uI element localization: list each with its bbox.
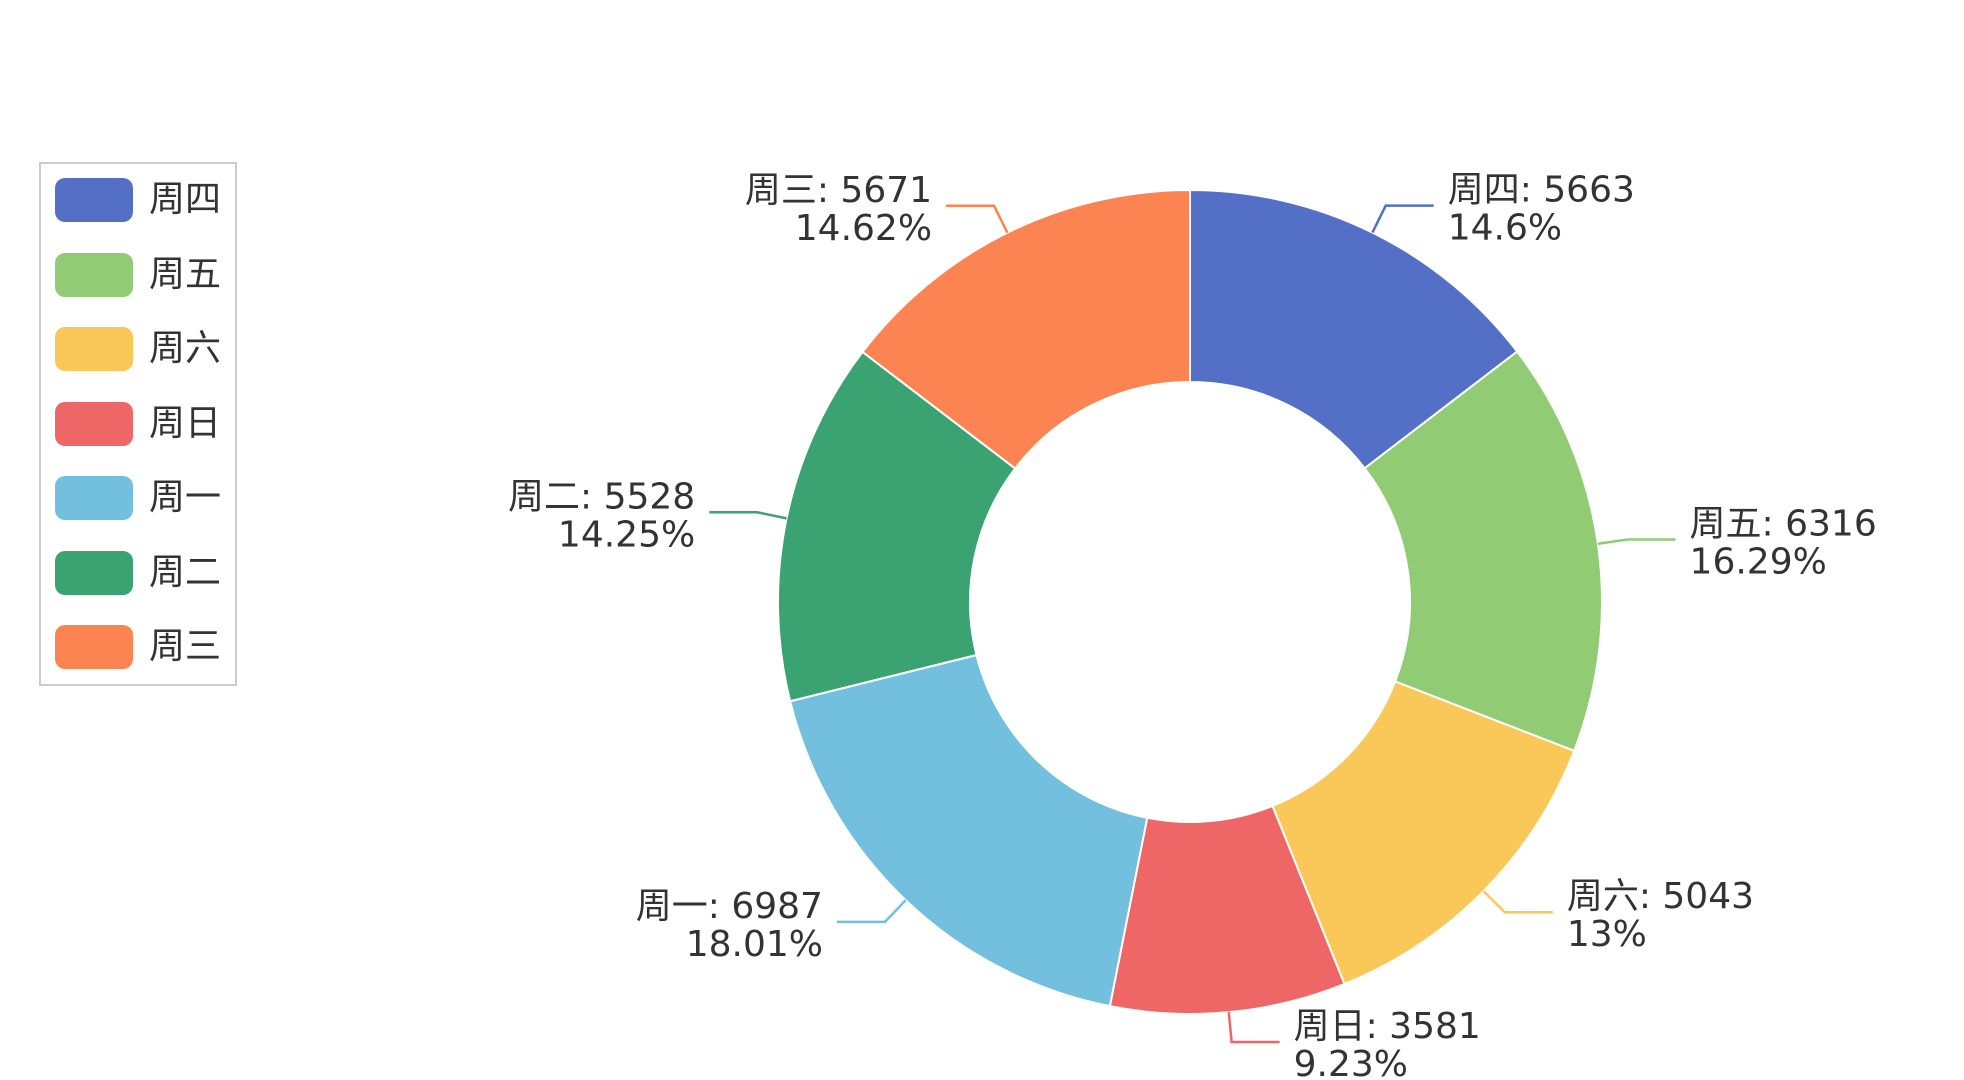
legend-label: 周日 <box>149 402 222 444</box>
legend-item-3[interactable]: 周日 <box>55 401 222 446</box>
legend-item-5[interactable]: 周二 <box>55 550 222 595</box>
slice-2[interactable] <box>1271 680 1576 986</box>
slice-0[interactable] <box>1189 188 1519 470</box>
leader-line-2 <box>1482 890 1553 914</box>
leader-line-3 <box>1227 1012 1280 1044</box>
slice-label-6: 周三: 5671 <box>745 170 932 211</box>
legend-item-1[interactable]: 周五 <box>55 252 222 297</box>
legend-label: 周一 <box>149 477 222 518</box>
legend-swatch <box>55 476 133 520</box>
legend-swatch <box>55 550 133 595</box>
slice-5[interactable] <box>777 350 1017 703</box>
slice-label-4: 周一: 6987 <box>636 886 823 927</box>
legend: 周四周五周六周日周一周二周三 <box>39 162 237 686</box>
slice-label-2: 周六: 5043 <box>1567 876 1754 917</box>
slice-label-3: 周日: 3581 <box>1294 1006 1481 1047</box>
slice-1[interactable] <box>1363 350 1604 753</box>
legend-item-2[interactable]: 周六 <box>55 327 221 371</box>
slice-label-1: 周五: 6316 <box>1690 503 1877 544</box>
slice-percent-6: 14.62% <box>795 208 932 249</box>
slice-4[interactable] <box>788 653 1149 1008</box>
legend-label: 周二 <box>149 551 222 593</box>
slice-6[interactable] <box>861 188 1191 470</box>
slice-percent-3: 9.23% <box>1294 1044 1408 1080</box>
slice-percent-5: 14.25% <box>558 514 695 555</box>
legend-label: 周四 <box>149 179 222 220</box>
legend-label: 周六 <box>149 328 222 369</box>
legend-item-6[interactable]: 周三 <box>55 625 221 669</box>
legend-swatch <box>55 625 133 669</box>
legend-swatch <box>55 401 133 446</box>
legend-swatch <box>55 178 133 222</box>
legend-swatch <box>55 327 133 371</box>
slice-percent-0: 14.6% <box>1448 208 1562 249</box>
legend-swatch <box>55 252 133 297</box>
legend-label: 周三 <box>149 626 222 667</box>
legend-item-4[interactable]: 周一 <box>55 476 221 520</box>
legend-item-0[interactable]: 周四 <box>55 178 221 222</box>
leader-line-5 <box>709 511 787 520</box>
leader-line-0 <box>1371 204 1434 234</box>
slice-percent-4: 18.01% <box>686 924 823 965</box>
slice-label-0: 周四: 5663 <box>1448 170 1635 211</box>
leader-line-4 <box>836 899 907 924</box>
leader-line-6 <box>946 204 1009 234</box>
slice-label-5: 周二: 5528 <box>508 476 695 517</box>
slice-percent-1: 16.29% <box>1690 541 1827 582</box>
slice-percent-2: 13% <box>1567 914 1647 955</box>
legend-label: 周五 <box>149 253 222 295</box>
leader-line-1 <box>1597 538 1676 545</box>
